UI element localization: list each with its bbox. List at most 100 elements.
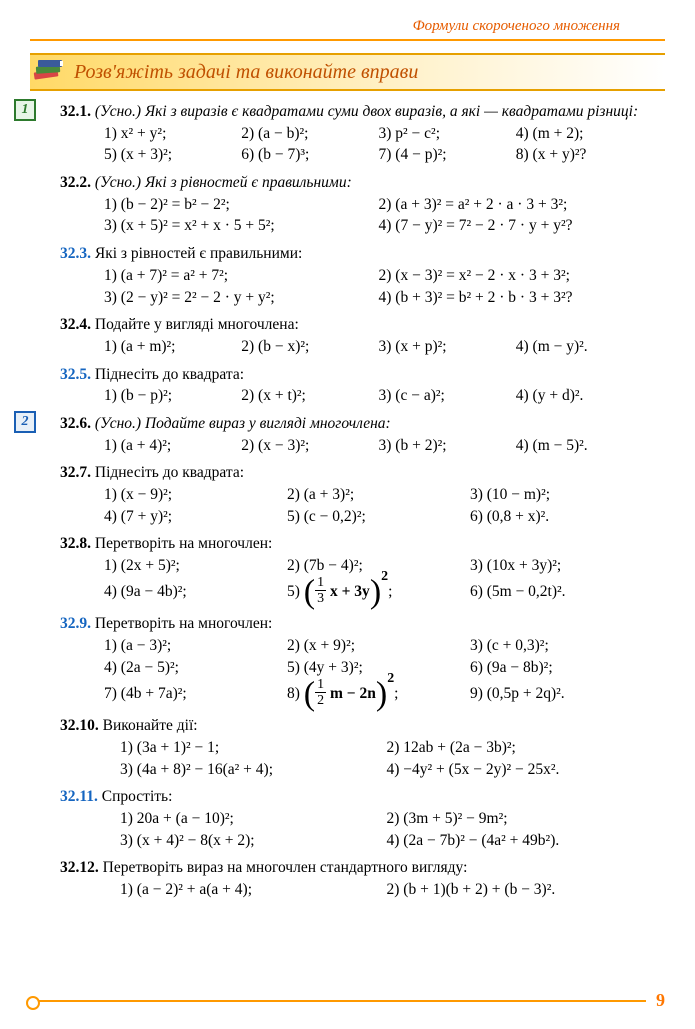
problem-text: Виконайте дії: [103, 717, 198, 734]
item: 2) (x − 3)² = x² − 2 · x · 3 + 3²; [379, 265, 654, 287]
item: 2) (x − 3)²; [241, 435, 378, 457]
item: 2) (b + 1)(b + 2) + (b − 3)². [387, 879, 654, 901]
item: 1) (x − 9)²; [104, 484, 287, 506]
problem-text: Піднесіть до квадрата: [95, 366, 244, 383]
item: 2) 12ab + (2a − 3b)²; [387, 737, 654, 759]
problem-32-10: 32.10. Виконайте дії: 1) (3a + 1)² − 1; … [60, 715, 653, 780]
problem-32-11: 32.11. Спростіть: 1) 20a + (a − 10)²; 2)… [60, 786, 653, 851]
problem-number: 32.5. [60, 366, 91, 383]
problem-32-9: 32.9. Перетворіть на многочлен: 1) (a − … [60, 613, 653, 709]
problem-32-12: 32.12. Перетворіть вираз на многочлен ст… [60, 857, 653, 900]
item: 3) (b + 2)²; [379, 435, 516, 457]
problem-text: Перетворіть вираз на многочлен стандартн… [103, 859, 468, 876]
item: 2) (x + 9)²; [287, 635, 470, 657]
item: 4) (2a − 7b)² − (4a² + 49b²). [387, 830, 654, 852]
section-banner: Розв'яжіть задачі та виконайте вправи [30, 53, 665, 91]
item: 4) (2a − 5)²; [104, 657, 287, 679]
item: 8) (12 m − 2n)2; [287, 679, 470, 710]
item: 4) (m + 2); [516, 123, 653, 145]
page-number: 9 [656, 990, 665, 1011]
item: 1) (b − p)²; [104, 385, 241, 407]
item: 2) (x + t)²; [241, 385, 378, 407]
item: 5) (c − 0,2)²; [287, 506, 470, 528]
item: 6) (9a − 8b)²; [470, 657, 653, 679]
problem-32-6: 2 32.6. (Усно.) Подайте вираз у вигляді … [60, 413, 653, 456]
problem-32-7: 32.7. Піднесіть до квадрата: 1) (x − 9)²… [60, 462, 653, 527]
level-1-badge: 1 [14, 99, 36, 121]
item: 1) x² + y²; [104, 123, 241, 145]
problem-number: 32.6. [60, 415, 91, 432]
item: 1) (a + 7)² = a² + 7²; [104, 265, 379, 287]
item: 3) (x + 4)² − 8(x + 2); [120, 830, 387, 852]
item: 3) (4a + 8)² − 16(a² + 4); [120, 759, 387, 781]
item: 1) (b − 2)² = b² − 2²; [104, 194, 379, 216]
item: 4) (7 + y)²; [104, 506, 287, 528]
problem-text: Піднесіть до квадрата: [95, 464, 244, 481]
page-topic-header: Формули скороченого множення [30, 0, 665, 41]
item: 2) (b − x)²; [241, 336, 378, 358]
item: 1) (a + m)²; [104, 336, 241, 358]
level-2-badge: 2 [14, 411, 36, 433]
item: 6) (5m − 0,2t)². [470, 581, 653, 603]
item: 1) (2x + 5)²; [104, 555, 287, 577]
problem-number: 32.8. [60, 535, 91, 552]
problem-number: 32.7. [60, 464, 91, 481]
item: 1) (3a + 1)² − 1; [120, 737, 387, 759]
problem-32-1: 1 32.1. (Усно.) Які з виразів є квадрата… [60, 101, 653, 166]
problem-number: 32.9. [60, 615, 91, 632]
problem-number: 32.1. [60, 103, 91, 120]
problem-text: Спростіть: [102, 788, 173, 805]
problem-text: (Усно.) Подайте вираз у вигляді многочле… [95, 415, 391, 432]
page-footer: 9 [30, 990, 665, 1011]
problem-32-5: 32.5. Піднесіть до квадрата: 1) (b − p)²… [60, 364, 653, 407]
item: 1) 20a + (a − 10)²; [120, 808, 387, 830]
item: 3) (10x + 3y)²; [470, 555, 653, 577]
problem-number: 32.11. [60, 788, 98, 805]
footer-rule [30, 1000, 646, 1002]
item: 1) (a + 4)²; [104, 435, 241, 457]
item: 7) (4 − p)²; [379, 144, 516, 166]
item: 8) (x + y)²? [516, 144, 653, 166]
problem-text: Перетворіть на многочлен: [95, 615, 272, 632]
item: 3) (c + 0,3)²; [470, 635, 653, 657]
item: 2) (a − b)²; [241, 123, 378, 145]
problem-32-4: 32.4. Подайте у вигляді многочлена: 1) (… [60, 314, 653, 357]
problem-text: Перетворіть на многочлен: [95, 535, 272, 552]
problem-text: (Усно.) Які з виразів є квадратами суми … [95, 103, 638, 120]
item: 6) (b − 7)³; [241, 144, 378, 166]
item: 3) (x + 5)² = x² + x · 5 + 5²; [104, 215, 379, 237]
item: 3) p² − c²; [379, 123, 516, 145]
item: 3) (2 − y)² = 2² − 2 · y + y²; [104, 287, 379, 309]
item: 4) (b + 3)² = b² + 2 · b · 3 + 3²? [379, 287, 654, 309]
item: 9) (0,5p + 2q)². [470, 683, 653, 705]
item: 4) −4y² + (5x − 2y)² − 25x². [387, 759, 654, 781]
problem-text: Подайте у вигляді многочлена: [95, 316, 299, 333]
item: 4) (m − y)². [516, 336, 653, 358]
item: 7) (4b + 7a)²; [104, 683, 287, 705]
item: 1) (a − 3)²; [104, 635, 287, 657]
item: 3) (x + p)²; [379, 336, 516, 358]
item: 3) (10 − m)²; [470, 484, 653, 506]
item: 2) (a + 3)²; [287, 484, 470, 506]
problem-32-3: 32.3. Які з рівностей є правильними: 1) … [60, 243, 653, 308]
item: 1) (a − 2)² + a(a + 4); [120, 879, 387, 901]
item: 5) (13 x + 3y)2; [287, 577, 470, 608]
item: 2) (3m + 5)² − 9m²; [387, 808, 654, 830]
problem-number: 32.2. [60, 174, 91, 191]
item: 5) (x + 3)²; [104, 144, 241, 166]
problem-text: (Усно.) Які з рівностей є правильними: [95, 174, 352, 191]
item: 4) (y + d)². [516, 385, 653, 407]
problem-number: 32.10. [60, 717, 99, 734]
item: 3) (c − a)²; [379, 385, 516, 407]
problems-content: 1 32.1. (Усно.) Які з виразів є квадрата… [0, 101, 695, 901]
banner-text: Розв'яжіть задачі та виконайте вправи [74, 61, 418, 84]
item: 4) (m − 5)². [516, 435, 653, 457]
item: 4) (9a − 4b)²; [104, 581, 287, 603]
books-icon [30, 57, 66, 87]
problem-number: 32.12. [60, 859, 99, 876]
item: 2) (a + 3)² = a² + 2 · a · 3 + 3²; [379, 194, 654, 216]
problem-32-2: 32.2. (Усно.) Які з рівностей є правильн… [60, 172, 653, 237]
item: 6) (0,8 + x)². [470, 506, 653, 528]
item: 4) (7 − y)² = 7² − 2 · 7 · y + y²? [379, 215, 654, 237]
problem-number: 32.3. [60, 245, 91, 262]
